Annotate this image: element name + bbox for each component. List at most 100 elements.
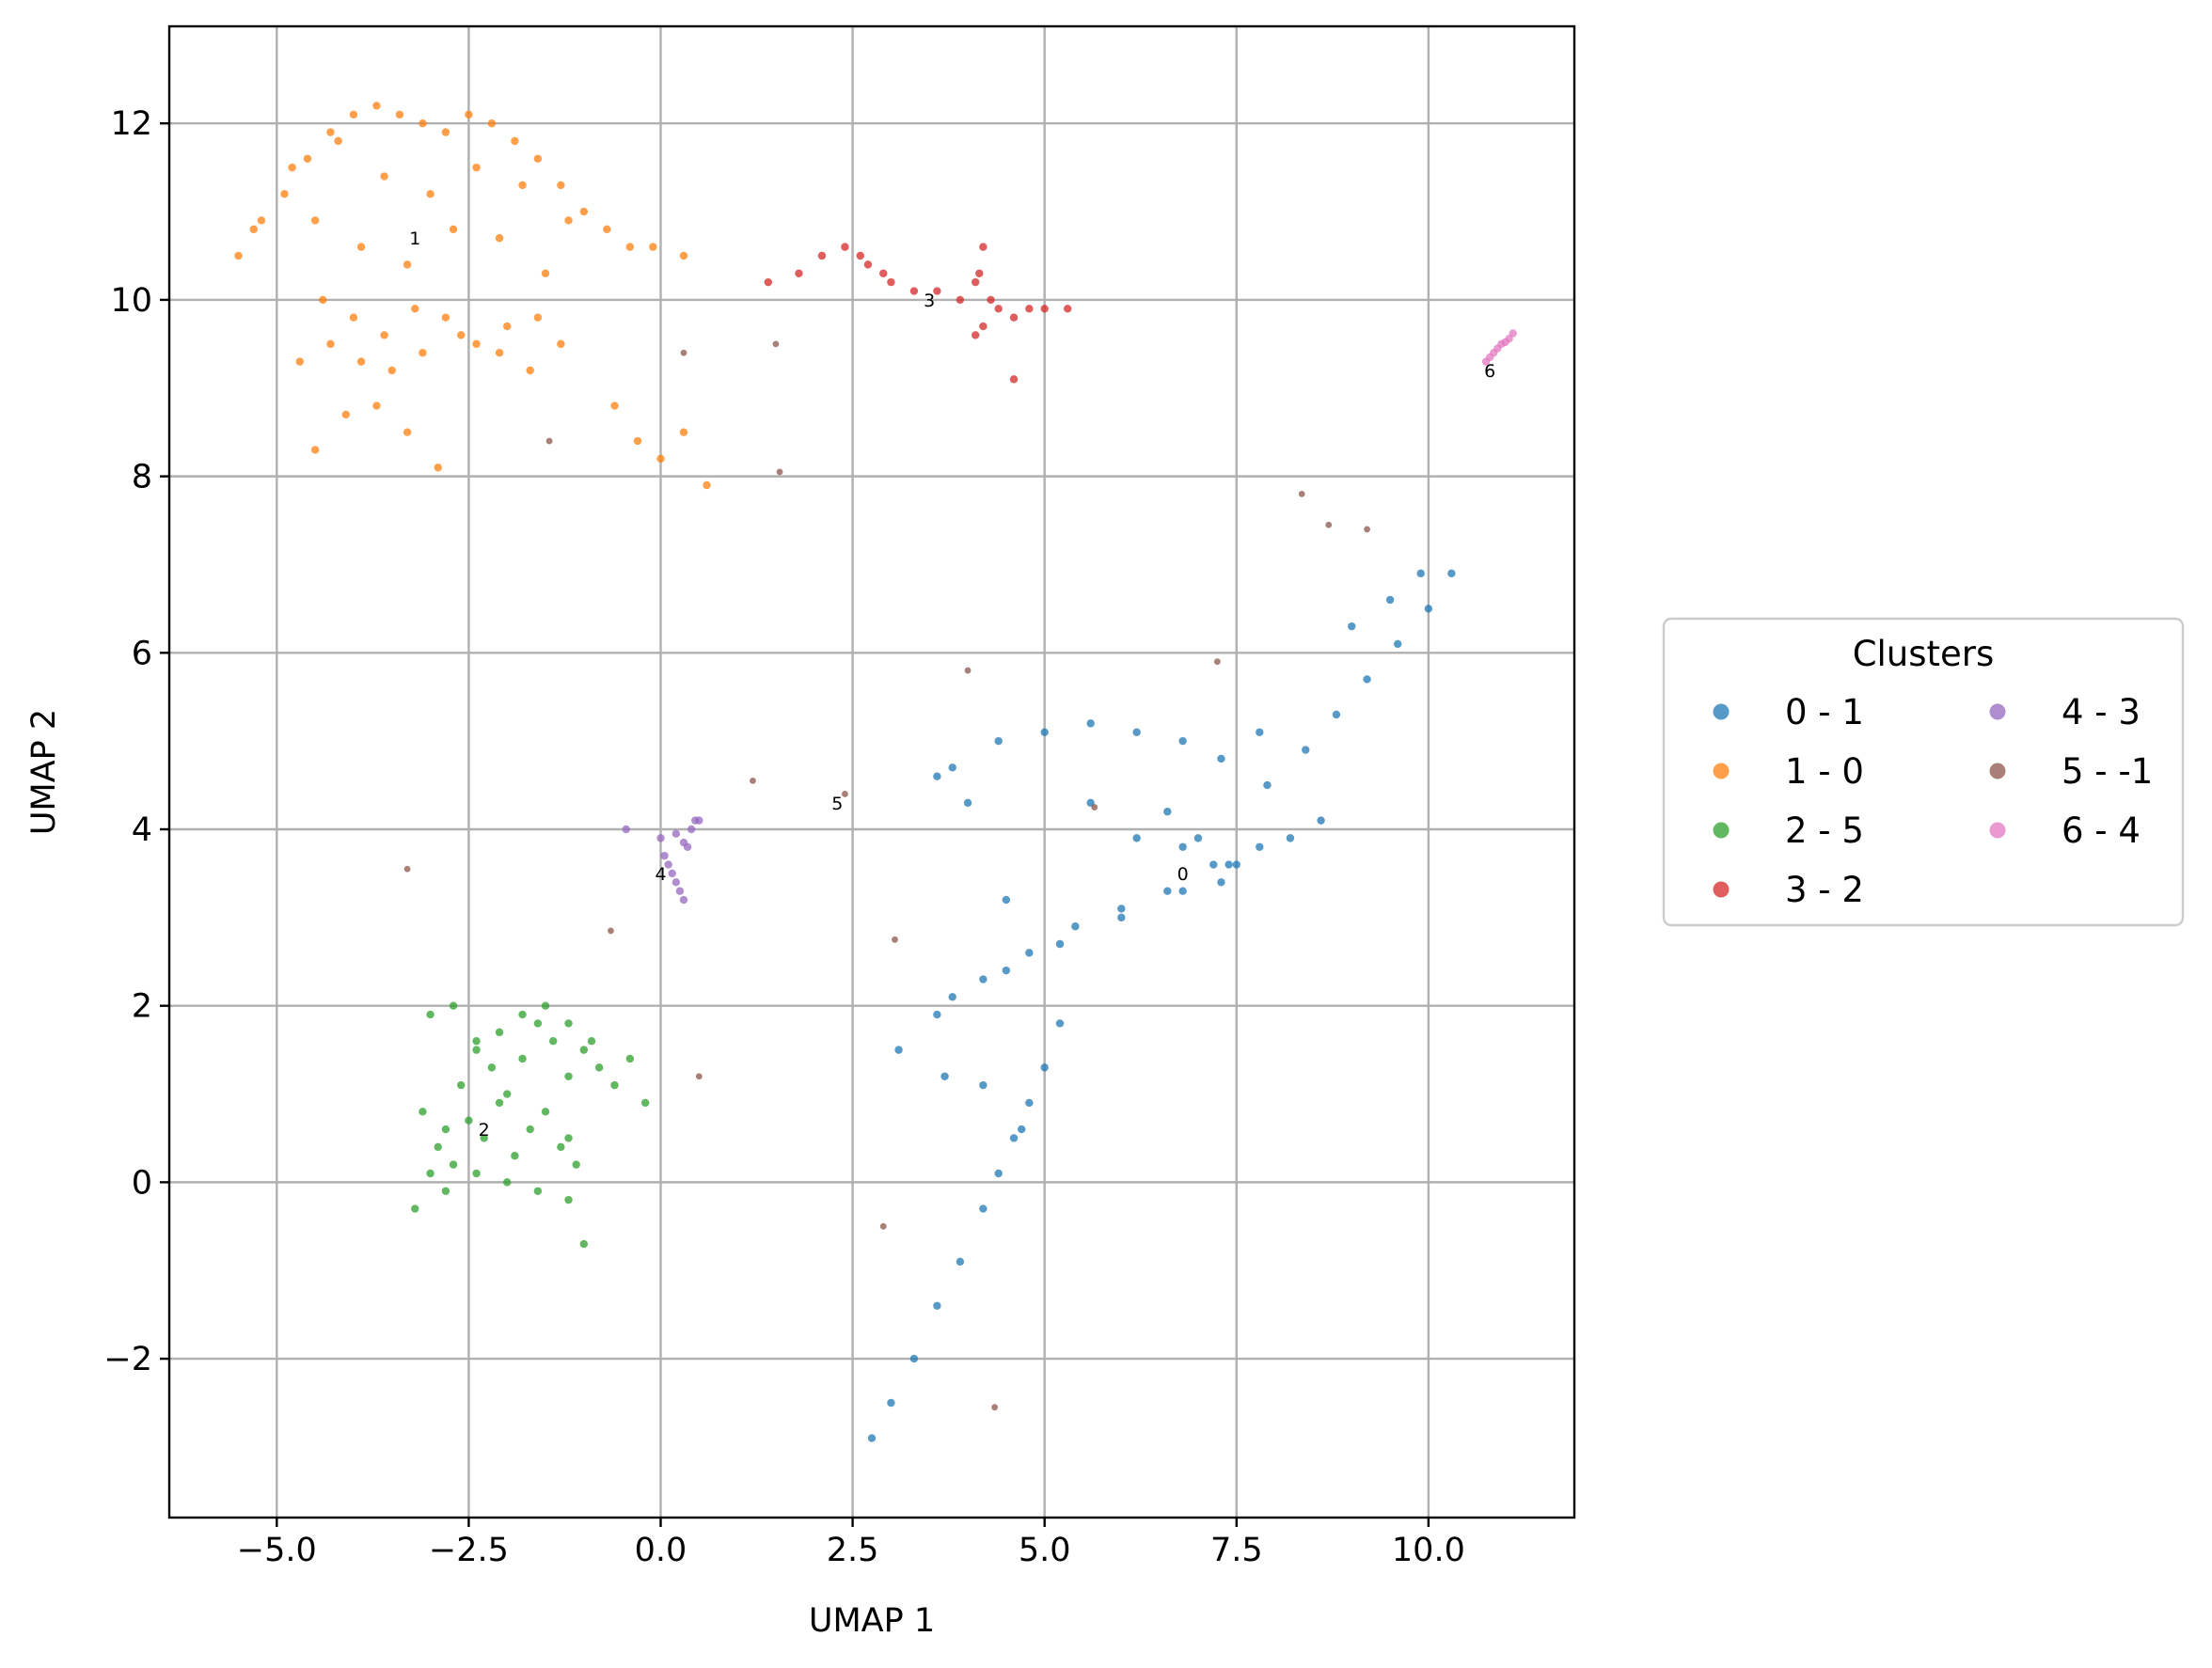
series-6-points (1481, 329, 1517, 366)
data-point (672, 878, 681, 887)
data-point (987, 295, 995, 305)
data-point (411, 1204, 419, 1213)
data-point (495, 1028, 504, 1037)
data-point (472, 339, 481, 349)
data-point (288, 163, 296, 172)
data-point (933, 772, 941, 780)
legend-entry-label: 1 - 0 (1785, 751, 1864, 792)
y-axis-label: UMAP 2 (25, 709, 63, 835)
data-point (856, 251, 864, 260)
legend-marker (1989, 763, 2006, 779)
data-point (533, 313, 543, 322)
data-point (465, 1116, 473, 1125)
data-point (326, 128, 335, 136)
data-point (356, 357, 366, 366)
data-point (349, 110, 358, 119)
data-point (1213, 658, 1221, 666)
data-point (1363, 675, 1371, 684)
data-point (679, 428, 688, 436)
legend-marker (1989, 822, 2006, 839)
data-point (1040, 1063, 1049, 1072)
data-point (956, 295, 965, 305)
data-point (426, 1010, 434, 1019)
data-point (280, 190, 289, 198)
data-point (533, 1019, 543, 1028)
x-tick-label: 5.0 (1019, 1532, 1071, 1569)
data-point (441, 128, 450, 136)
x-tick-label: 7.5 (1210, 1532, 1263, 1569)
data-point (603, 225, 611, 234)
data-point (994, 305, 1003, 313)
data-point (933, 1301, 941, 1310)
data-point (1040, 305, 1049, 313)
data-point (495, 234, 504, 243)
data-point (572, 1160, 580, 1169)
data-point (334, 136, 342, 146)
data-point (1325, 521, 1333, 528)
data-point (356, 243, 366, 251)
data-point (979, 1204, 988, 1213)
data-point (979, 975, 988, 983)
data-point (564, 1072, 573, 1080)
data-point (1002, 966, 1011, 975)
data-point (472, 1037, 481, 1046)
data-point (1193, 834, 1203, 842)
data-point (1063, 305, 1072, 313)
data-point (1317, 816, 1325, 825)
data-point (564, 1019, 573, 1028)
data-point (979, 1080, 988, 1090)
data-point (1009, 313, 1019, 322)
data-point (703, 480, 711, 490)
data-point (1117, 913, 1126, 922)
data-point (863, 260, 873, 269)
data-point (933, 1010, 941, 1019)
data-point (1364, 526, 1370, 533)
series-5-points (403, 340, 1370, 1411)
data-point (1117, 905, 1126, 913)
data-point (668, 869, 676, 878)
y-axis-ticks: −2 0 2 4 6 8 10 12 (103, 105, 169, 1378)
series-4-points (622, 816, 703, 905)
y-tick-label: −2 (103, 1341, 152, 1378)
legend-entry-label: 4 - 3 (2062, 692, 2141, 732)
data-point (518, 1010, 527, 1019)
data-point (518, 181, 527, 190)
legend-title: Clusters (1853, 634, 1995, 674)
cluster-label-3: 3 (924, 291, 935, 311)
data-point (1163, 887, 1172, 895)
data-point (1348, 622, 1356, 631)
x-tick-label: 2.5 (827, 1532, 879, 1569)
data-point (625, 243, 635, 251)
legend-marker (1713, 763, 1730, 779)
data-point (495, 349, 504, 357)
data-point (249, 225, 259, 234)
x-tick-label: −2.5 (429, 1532, 509, 1569)
y-tick-label: 0 (132, 1164, 152, 1202)
data-point (1424, 605, 1433, 613)
data-point (579, 207, 589, 216)
data-point (403, 865, 411, 873)
data-point (679, 251, 688, 260)
data-point (579, 1239, 589, 1249)
data-point (887, 1398, 895, 1408)
y-tick-label: 12 (110, 105, 152, 143)
x-tick-label: 0.0 (635, 1532, 687, 1569)
legend-entries: 0 - 1 1 - 0 2 - 5 3 - 2 4 - 3 5 - -1 6 - 4 (1713, 692, 2153, 910)
data-point (817, 251, 827, 260)
y-tick-label: 2 (132, 988, 152, 1026)
data-point (441, 1125, 450, 1134)
data-point (426, 1169, 434, 1178)
data-point (1025, 305, 1034, 313)
legend-marker (1713, 881, 1730, 898)
data-point (503, 1178, 512, 1187)
data-point (1286, 834, 1295, 842)
data-point (1055, 1019, 1065, 1028)
data-point (295, 357, 304, 366)
cluster-label-5: 5 (831, 794, 843, 814)
x-axis-label: UMAP 1 (809, 1602, 935, 1640)
cluster-label-1: 1 (409, 228, 420, 249)
data-point (867, 1434, 877, 1442)
data-point (1009, 375, 1019, 384)
data-point (887, 277, 895, 287)
data-point (879, 1222, 887, 1230)
